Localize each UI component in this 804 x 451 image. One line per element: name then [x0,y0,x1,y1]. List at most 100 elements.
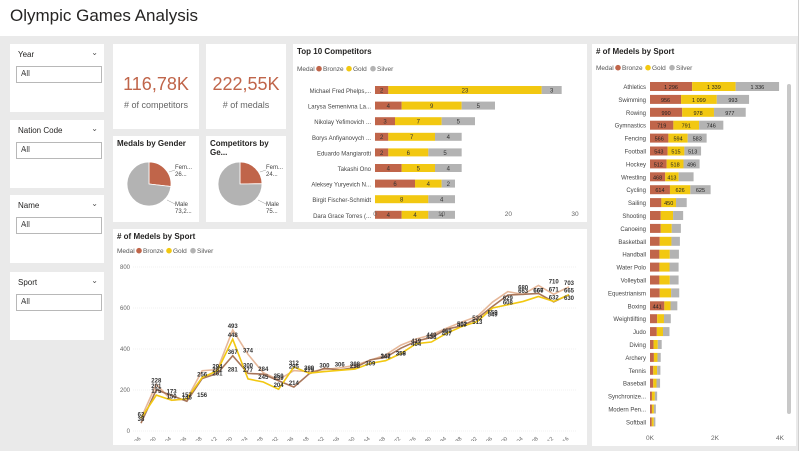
data-label: 666 [533,288,544,294]
bar-value-label: 719 [657,124,666,130]
chevron-down-icon[interactable]: ⌄ [91,276,98,285]
y-tick-label: 400 [120,347,131,353]
x-tick-label: 1956 [328,436,341,441]
legend-title: Medal [596,65,614,72]
slicer-year: Year ⌄ All ⌄ [10,44,104,112]
data-label: 665 [564,289,575,295]
data-label: 261 [212,371,223,377]
x-tick-label: 1948 [298,436,311,441]
data-label: 250 [274,374,285,380]
legend-item-bronze: Bronze [143,248,164,255]
bar-value-label: 4 [440,213,444,219]
data-label: 204 [274,383,285,389]
bar-silver [441,179,455,188]
legend-item-silver: Silver [197,248,214,255]
nation-code-dropdown[interactable]: All ⌄ [16,142,102,159]
bar-gold [651,391,655,401]
y-tick-label: 0 [127,429,131,435]
bar-value-label: 1 099 [692,98,706,104]
x-tick-label: 2008 [527,436,540,441]
chevron-down-icon[interactable]: ⌄ [91,124,98,133]
data-label: 295 [289,365,300,371]
x-tick-label: 10 [438,211,446,218]
bar-gold [673,120,700,130]
bar-value-label: 4 [447,135,451,141]
data-label: 457 [442,331,453,337]
legend-item-silver: Silver [676,65,693,72]
bar-gold [653,340,658,349]
data-label: 306 [335,362,346,368]
slicer-nation-code-label: Nation Code [18,126,63,135]
kpi-competitors-label: # of competitors [123,100,189,110]
sport-label: Wrestling [621,175,646,181]
sport-dropdown[interactable]: All ⌄ [16,294,102,311]
bar-silver [669,249,679,259]
x-tick-label: 1906 [175,436,188,441]
data-label: 294 [212,365,223,371]
bar-bronze [650,236,660,246]
x-tick-label: 1976 [405,436,418,441]
bar-value-label: 4 [387,166,391,172]
slicer-name: Name ⌄ All ⌄ [10,195,104,263]
bar-bronze [650,288,660,298]
y-tick-label: 800 [120,265,131,271]
competitor-label: Dara Grace Torres (... [313,214,371,220]
sport-label: Softball [626,420,646,426]
sport-label: Judo [633,330,647,336]
data-label: 703 [564,281,575,287]
data-label: 438 [426,335,437,341]
legend-title: Medal [117,248,135,255]
bar-value-label: 990 [661,111,670,117]
page-title: Olympic Games Analysis [10,6,198,25]
bar-value-label: 518 [670,162,679,168]
bar-gold [667,146,685,156]
bar-bronze [650,159,667,169]
data-label: 532 [472,316,483,322]
data-label: 277 [243,368,254,374]
slicer-nation-code: Nation Code ⌄ All ⌄ [10,120,104,188]
medals-by-gender-card: Medals by Gender Fem... 26... Male 73,2... [113,136,199,222]
bar-value-label: 2 [380,151,384,157]
data-label: 630 [564,296,575,302]
data-label: 359 [396,351,407,357]
kpi-competitors-card: 116,78K # of competitors [113,44,199,129]
competitor-label: Eduardo Mangiarotti [317,151,371,157]
data-label: 62 [138,412,145,418]
bar-value-label: 956 [661,98,670,104]
bar-value-label: 746 [707,124,716,130]
x-tick-label: 1980 [420,436,433,441]
bar-silver [687,133,707,143]
sport-label: Athletics [623,85,646,91]
x-tick-label: 2012 [542,436,555,441]
x-tick-label: 4K [776,435,785,442]
bar-gold [660,211,674,220]
sport-label: Tennis [629,369,646,375]
bar-gold [660,223,672,233]
bar-gold [653,365,658,375]
bar-silver [735,82,780,91]
bar-value-label: 4 [387,213,391,219]
bar-gold [665,172,679,182]
competitor-label: Takashi Ono [338,167,372,173]
legend-marker-bronze [136,247,142,254]
bar-gold [651,404,654,414]
data-label: 343 [381,355,392,361]
data-label: 367 [228,350,239,356]
bar-gold [388,132,435,141]
bar-gold [653,352,658,362]
chevron-down-icon[interactable]: ⌄ [91,48,98,57]
chevron-down-icon[interactable]: ⌄ [91,199,98,208]
pie-label-male: Male [175,202,189,208]
bar-silver [441,117,475,126]
x-tick-label: 1960 [344,436,357,441]
year-dropdown[interactable]: All ⌄ [16,66,102,83]
name-dropdown[interactable]: All ⌄ [16,217,102,234]
x-tick-label: 1904 [160,436,173,441]
sport-label: Equestrianism [608,291,646,297]
bar-silver [428,195,455,204]
series-line-bronze [140,292,570,424]
x-tick-label: 2K [711,435,720,442]
bar-silver [656,378,661,388]
x-tick-label: 1900 [145,436,158,441]
